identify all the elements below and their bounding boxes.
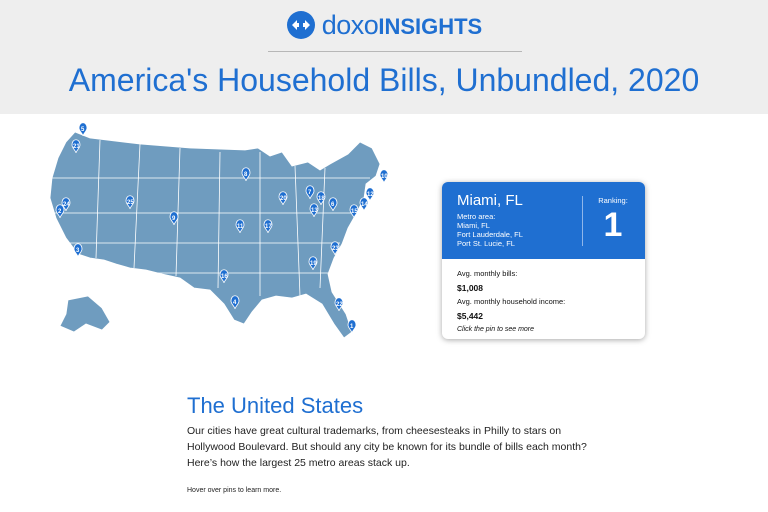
- pin-18[interactable]: 18: [316, 191, 326, 206]
- svg-text:8: 8: [244, 172, 248, 178]
- svg-text:3: 3: [76, 248, 80, 254]
- pin-3[interactable]: 3: [73, 243, 83, 258]
- pin-4[interactable]: 4: [230, 295, 240, 310]
- svg-text:24: 24: [63, 202, 70, 208]
- svg-text:20: 20: [280, 196, 287, 202]
- us-mainland-shape: [49, 131, 381, 339]
- doxo-logo-icon: [286, 11, 315, 39]
- bills-label: Avg. monthly bills:: [457, 269, 518, 278]
- svg-text:4: 4: [233, 300, 237, 306]
- pin-8[interactable]: 8: [241, 167, 251, 182]
- income-label: Avg. monthly household income:: [457, 297, 566, 306]
- pin-14[interactable]: 14: [359, 197, 369, 212]
- logo-doxo-text: doxo: [321, 9, 379, 40]
- pin-6[interactable]: 6: [328, 197, 338, 212]
- bills-value: $1,008: [457, 283, 483, 293]
- svg-text:15: 15: [351, 209, 358, 215]
- pin-9[interactable]: 9: [169, 211, 179, 226]
- svg-text:6: 6: [331, 202, 335, 208]
- income-value: $5,442: [457, 311, 483, 321]
- pin-17[interactable]: 17: [263, 219, 273, 234]
- pin-7[interactable]: 7: [305, 185, 315, 200]
- pin-16[interactable]: 16: [219, 269, 229, 284]
- svg-text:13: 13: [311, 208, 318, 214]
- pin-11[interactable]: 11: [235, 219, 245, 234]
- pin-23[interactable]: 23: [330, 241, 340, 256]
- svg-text:18: 18: [318, 196, 325, 202]
- svg-text:7: 7: [308, 190, 312, 196]
- alaska-shape: [59, 295, 111, 333]
- pin-1[interactable]: 1: [347, 319, 357, 334]
- city-info-card[interactable]: Miami, FL Metro area: Miami, FL Fort Lau…: [442, 182, 645, 339]
- svg-text:9: 9: [172, 216, 176, 222]
- card-hint: Click the pin to see more: [457, 326, 535, 333]
- svg-text:25: 25: [127, 200, 134, 206]
- svg-text:22: 22: [336, 302, 343, 308]
- pin-15[interactable]: 15: [349, 204, 359, 219]
- pin-22[interactable]: 22: [334, 297, 344, 312]
- card-metro-list: Miami, FL Fort Lauderdale, FL Port St. L…: [457, 221, 523, 248]
- header-divider: [268, 51, 522, 52]
- card-divider: [582, 196, 583, 246]
- svg-text:1: 1: [350, 324, 354, 330]
- svg-text:23: 23: [332, 246, 339, 252]
- metro-city: Fort Lauderdale, FL: [457, 230, 523, 239]
- pin-21[interactable]: 21: [71, 139, 81, 154]
- svg-text:19: 19: [310, 261, 317, 267]
- svg-text:5: 5: [81, 127, 85, 133]
- svg-text:12: 12: [367, 192, 374, 198]
- metro-city: Miami, FL: [457, 221, 490, 230]
- doxo-insights-logo[interactable]: doxo INSIGHTS: [0, 6, 768, 44]
- metro-city: Port St. Lucie, FL: [457, 239, 515, 248]
- pin-19[interactable]: 19: [308, 256, 318, 271]
- card-city-name: Miami, FL: [457, 192, 523, 209]
- pin-25[interactable]: 25: [125, 195, 135, 210]
- page-title: America's Household Bills, Unbundled, 20…: [68, 62, 700, 98]
- page-header: doxo INSIGHTS America's Household Bills,…: [0, 0, 768, 114]
- ranking-label: Ranking:: [598, 196, 628, 205]
- svg-text:14: 14: [361, 202, 368, 208]
- card-body: Avg. monthly bills: $1,008 Avg. monthly …: [457, 267, 565, 337]
- ranking-value: 1: [603, 206, 623, 244]
- us-map: 5 21 24 2 3 25 9 8 11 17 20 7 18 13 6 10…: [49, 122, 389, 339]
- svg-text:11: 11: [237, 224, 244, 230]
- card-metro-label: Metro area:: [457, 212, 496, 221]
- section-paragraph: Our cities have great cultural trademark…: [187, 425, 587, 469]
- pin-12[interactable]: 12: [365, 187, 375, 202]
- pin-10[interactable]: 10: [379, 169, 389, 184]
- pin-5[interactable]: 5: [78, 122, 88, 137]
- card-header: Miami, FL Metro area: Miami, FL Fort Lau…: [442, 182, 645, 259]
- logo-insights-text: INSIGHTS: [378, 13, 483, 39]
- section-title: The United States: [187, 393, 364, 418]
- svg-text:17: 17: [265, 224, 272, 230]
- pin-13[interactable]: 13: [309, 203, 319, 218]
- svg-text:2: 2: [58, 209, 62, 215]
- hover-note: Hover over pins to learn more.: [187, 487, 282, 494]
- pin-20[interactable]: 20: [278, 191, 288, 206]
- svg-text:10: 10: [381, 174, 388, 180]
- svg-text:21: 21: [73, 144, 80, 150]
- svg-text:16: 16: [221, 274, 228, 280]
- pin-2[interactable]: 2: [55, 204, 65, 219]
